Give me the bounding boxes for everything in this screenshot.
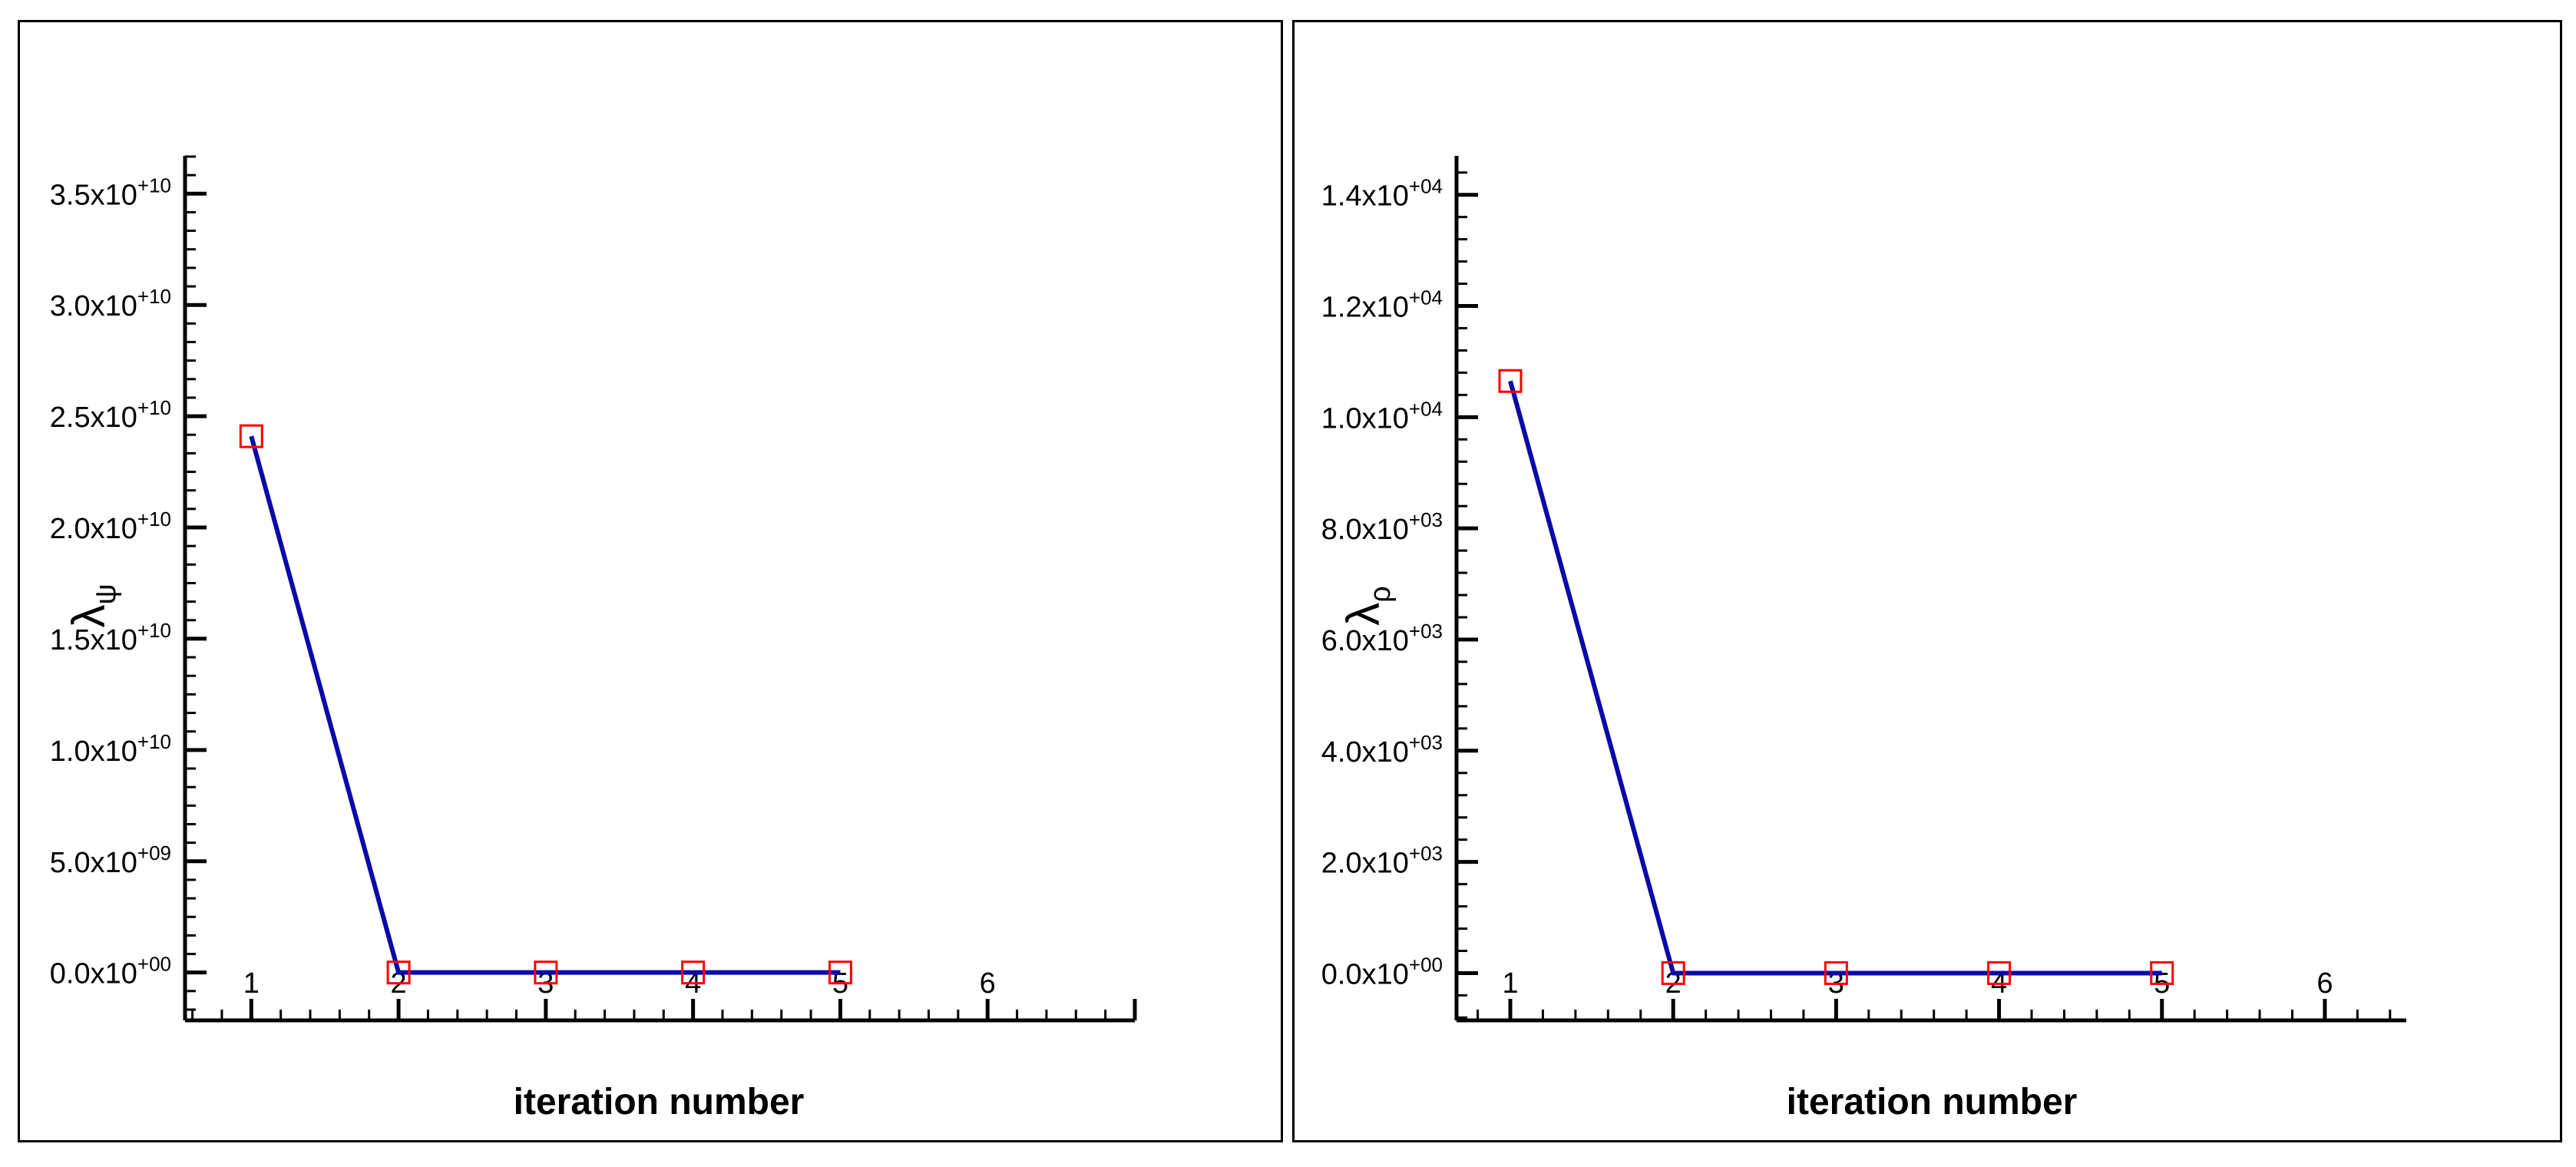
x-tick-label: 1 <box>1502 967 1518 1000</box>
y-tick-label: 2.0x10+03 <box>1321 842 1443 880</box>
data-point-marker <box>1661 960 1685 985</box>
y-tick-label: 2.0x10+10 <box>50 507 171 545</box>
right-chart-panel: 1 2 3 4 5 6 0.0x10+00 2.0x10+03 4.0x10+03 6.0x10+… <box>1292 20 2562 1142</box>
y-tick-label: 1.2x10+04 <box>1321 286 1443 324</box>
lambda-rho-chart: 1 2 3 4 5 60.0x10+002.0x10+034.0x10+036.0x10+… <box>1321 156 2406 1122</box>
x-axis-title: iteration number <box>1787 1082 2078 1122</box>
y-axis-title: λρ <box>1338 586 1397 626</box>
y-axis-title: λψ <box>63 584 122 627</box>
series-line <box>249 435 841 975</box>
x-tick-label: 6 <box>980 967 996 1000</box>
y-tick-label: 3.0x10+10 <box>50 285 171 322</box>
data-point-marker <box>2150 960 2174 985</box>
y-tick-label: 3.5x10+10 <box>50 174 171 211</box>
y-tick-label: 6.0x10+03 <box>1321 620 1443 657</box>
x-tick-label: 6 <box>2316 967 2333 1000</box>
data-point-marker <box>1987 960 2012 985</box>
x-axis-title: iteration number <box>514 1082 805 1122</box>
lambda-psi-chart: 1 2 3 4 5 60.0x10+005.0x10+091.0x10+101.5x10+… <box>50 155 1137 1122</box>
data-point-marker <box>681 960 706 985</box>
y-tick-label: 1.0x10+10 <box>50 730 171 768</box>
y-tick-label: 1.4x10+04 <box>1321 175 1443 213</box>
series-line <box>1508 380 2162 976</box>
left-chart-panel: 1 2 3 4 5 6 0.0x10+00 5.0x10+09 1.0x10+10 1.5x10+… <box>18 20 1283 1142</box>
y-tick-label: 1.5x10+10 <box>50 619 171 656</box>
y-tick-label: 5.0x10+09 <box>50 841 171 879</box>
data-point-marker <box>1498 369 1523 393</box>
y-tick-label: 2.5x10+10 <box>50 396 171 434</box>
data-point-marker <box>386 960 411 985</box>
y-tick-label: 0.0x10+00 <box>1321 953 1443 990</box>
data-point-marker <box>828 960 852 985</box>
data-point-marker <box>534 960 558 985</box>
data-point-marker <box>1824 960 1848 985</box>
x-tick-label: 1 <box>243 967 260 1000</box>
y-tick-label: 8.0x10+03 <box>1321 508 1443 546</box>
y-tick-label: 0.0x10+00 <box>50 953 171 990</box>
data-point-marker <box>239 424 263 448</box>
y-tick-label: 4.0x10+03 <box>1321 731 1443 769</box>
y-tick-label: 1.0x10+04 <box>1321 397 1443 435</box>
